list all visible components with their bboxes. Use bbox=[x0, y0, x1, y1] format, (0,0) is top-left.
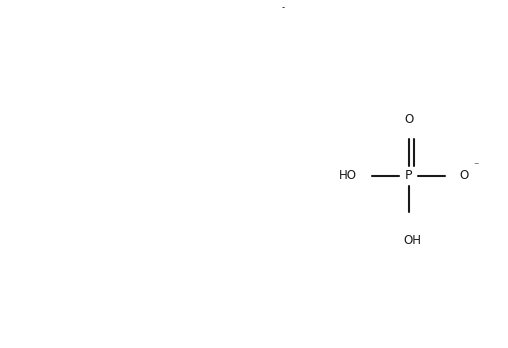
Text: O: O bbox=[404, 113, 413, 126]
Text: O: O bbox=[460, 169, 469, 182]
Text: OH: OH bbox=[403, 234, 422, 246]
Text: P: P bbox=[405, 169, 412, 182]
Text: HO: HO bbox=[339, 169, 357, 182]
Text: ⁻: ⁻ bbox=[473, 161, 479, 171]
